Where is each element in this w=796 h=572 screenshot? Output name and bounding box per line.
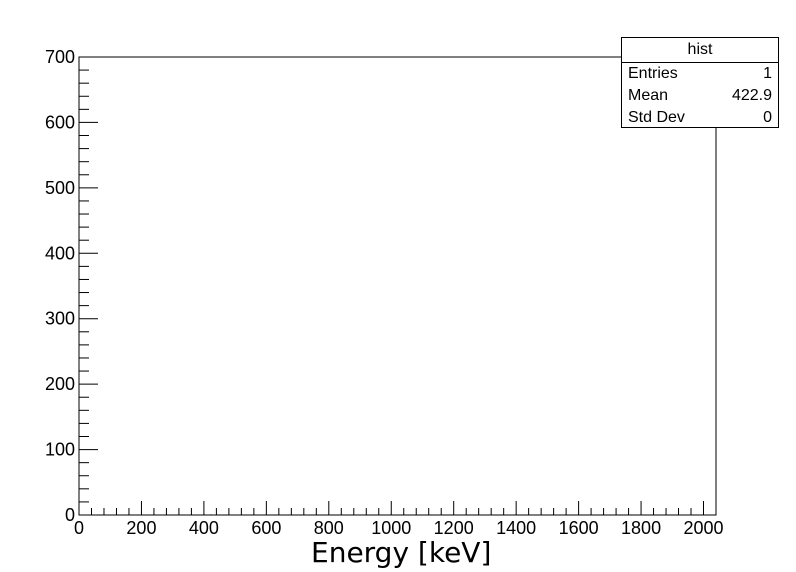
x-tick-label: 200 xyxy=(126,518,156,538)
x-tick-label: 1800 xyxy=(621,518,661,538)
plot-frame xyxy=(78,56,717,516)
y-tick-label: 600 xyxy=(45,112,75,132)
y-axis: 0 100 200 300 400 500 600 700 xyxy=(45,47,98,525)
y-tick-label: 500 xyxy=(45,178,75,198)
x-axis-title: Energy [keV] xyxy=(311,536,492,569)
x-tick-label: 600 xyxy=(251,518,281,538)
y-tick-label: 100 xyxy=(45,440,75,460)
y-tick-label: 0 xyxy=(65,505,75,525)
x-tick-label: 400 xyxy=(189,518,219,538)
x-tick-label: 1400 xyxy=(496,518,536,538)
stats-row-stddev: Std Dev 0 xyxy=(622,107,778,129)
stats-label: Entries xyxy=(628,65,678,82)
stats-value: 422.9 xyxy=(731,87,772,104)
x-tick-label: 1000 xyxy=(371,518,411,538)
stats-label: Mean xyxy=(628,87,669,104)
x-tick-label: 800 xyxy=(314,518,344,538)
stats-row-entries: Entries 1 xyxy=(622,63,778,85)
x-tick-label: 1200 xyxy=(434,518,474,538)
x-tick-label: 0 xyxy=(74,518,84,538)
y-tick-label: 300 xyxy=(45,309,75,329)
x-tick-label: 1600 xyxy=(559,518,599,538)
stats-row-mean: Mean 422.9 xyxy=(622,85,778,107)
x-tick-label: 2000 xyxy=(683,518,723,538)
x-axis: 0 200 400 600 800 1000 1200 1400 1600 1800 2000 xyxy=(74,501,724,538)
stats-title: hist xyxy=(622,38,778,63)
y-tick-label: 700 xyxy=(45,47,75,67)
y-tick-label: 200 xyxy=(45,374,75,394)
stats-value: 0 xyxy=(763,109,772,126)
stats-label: Std Dev xyxy=(628,109,685,126)
stats-box: hist Entries 1 Mean 422.9 Std Dev 0 xyxy=(621,37,779,128)
stats-value: 1 xyxy=(763,65,772,82)
y-tick-label: 400 xyxy=(45,243,75,263)
